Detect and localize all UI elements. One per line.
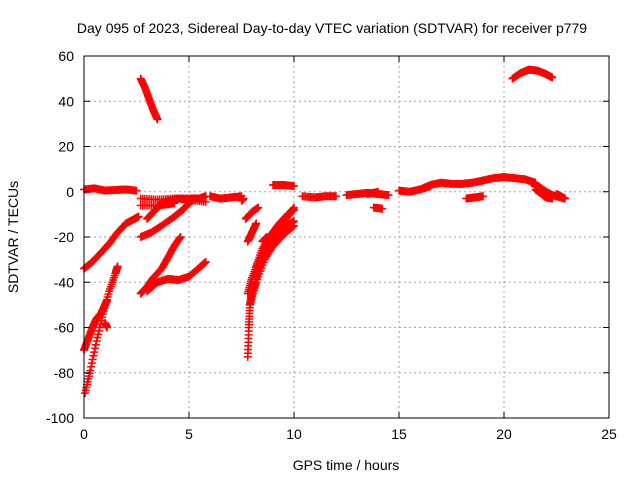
data-point-arc-25 <box>384 191 393 200</box>
data-point-arc-32 <box>548 73 557 82</box>
y-tick-label: -40 <box>54 274 74 290</box>
data-point-arc-27 <box>378 204 387 213</box>
data-point-arc-04 <box>88 355 97 364</box>
data-point-arc-04 <box>86 366 95 375</box>
data-point-arc-04 <box>87 359 96 368</box>
data-point-arc-06 <box>153 115 162 124</box>
data-point-arc-23 <box>290 182 298 191</box>
data-point-arc-35 <box>560 194 569 203</box>
data-point-arc-11 <box>176 233 185 241</box>
data-point-arc-04 <box>87 362 96 371</box>
data-point-arc-11 <box>175 234 184 243</box>
y-tick-label: 40 <box>58 93 74 109</box>
y-tick-label: 20 <box>58 139 74 155</box>
data-point-arc-21 <box>254 203 263 212</box>
y-tick-label: -100 <box>46 410 74 426</box>
data-point-arc-17 <box>288 222 297 231</box>
grid <box>84 56 609 418</box>
x-tick-label: 25 <box>601 426 617 442</box>
y-tick-label: -80 <box>54 365 74 381</box>
data-point-arc-34 <box>548 194 557 203</box>
data-point-arc-26 <box>374 187 382 196</box>
data-point-arc-09 <box>201 197 210 206</box>
chart-title: Day 095 of 2023, Sidereal Day-to-day VTE… <box>77 20 587 36</box>
x-tick-label: 5 <box>185 426 193 442</box>
data-point-arc-02 <box>134 212 143 221</box>
data-point-arc-04 <box>89 351 98 360</box>
data-point-arc-14 <box>239 194 248 203</box>
data-point-arc-24 <box>332 192 340 201</box>
data-point-arc-04 <box>91 344 100 353</box>
y-tick-label: -60 <box>54 320 74 336</box>
data-point-arc-10 <box>191 194 200 203</box>
data-points <box>80 65 569 398</box>
x-tick-label: 0 <box>80 426 88 442</box>
y-axis-label: SDTVAR / TECUs <box>5 181 21 293</box>
x-tick-label: 10 <box>286 426 302 442</box>
data-point-arc-22 <box>262 233 271 241</box>
data-point-arc-01 <box>132 186 141 195</box>
data-point-arc-30 <box>479 192 487 201</box>
data-point-arc-20 <box>252 219 261 228</box>
x-tick-label: 20 <box>496 426 512 442</box>
data-point-arc-05 <box>103 323 112 332</box>
axis-ticks: 0 5 10 15 20 25 -100 -80 -60 -40 -20 0 20 40 60 <box>46 48 617 442</box>
data-point-arc-12 <box>201 257 210 266</box>
data-point-arc-04 <box>90 348 99 357</box>
x-axis-label: GPS time / hours <box>293 457 400 473</box>
y-tick-label: -20 <box>54 229 74 245</box>
data-point-arc-04 <box>113 262 122 271</box>
data-point-arc-17 <box>290 221 298 230</box>
x-tick-label: 15 <box>391 426 407 442</box>
y-tick-label: 0 <box>66 184 74 200</box>
data-point-arc-19 <box>290 205 298 214</box>
y-tick-label: 60 <box>58 48 74 64</box>
data-point-arc-04 <box>91 340 100 349</box>
